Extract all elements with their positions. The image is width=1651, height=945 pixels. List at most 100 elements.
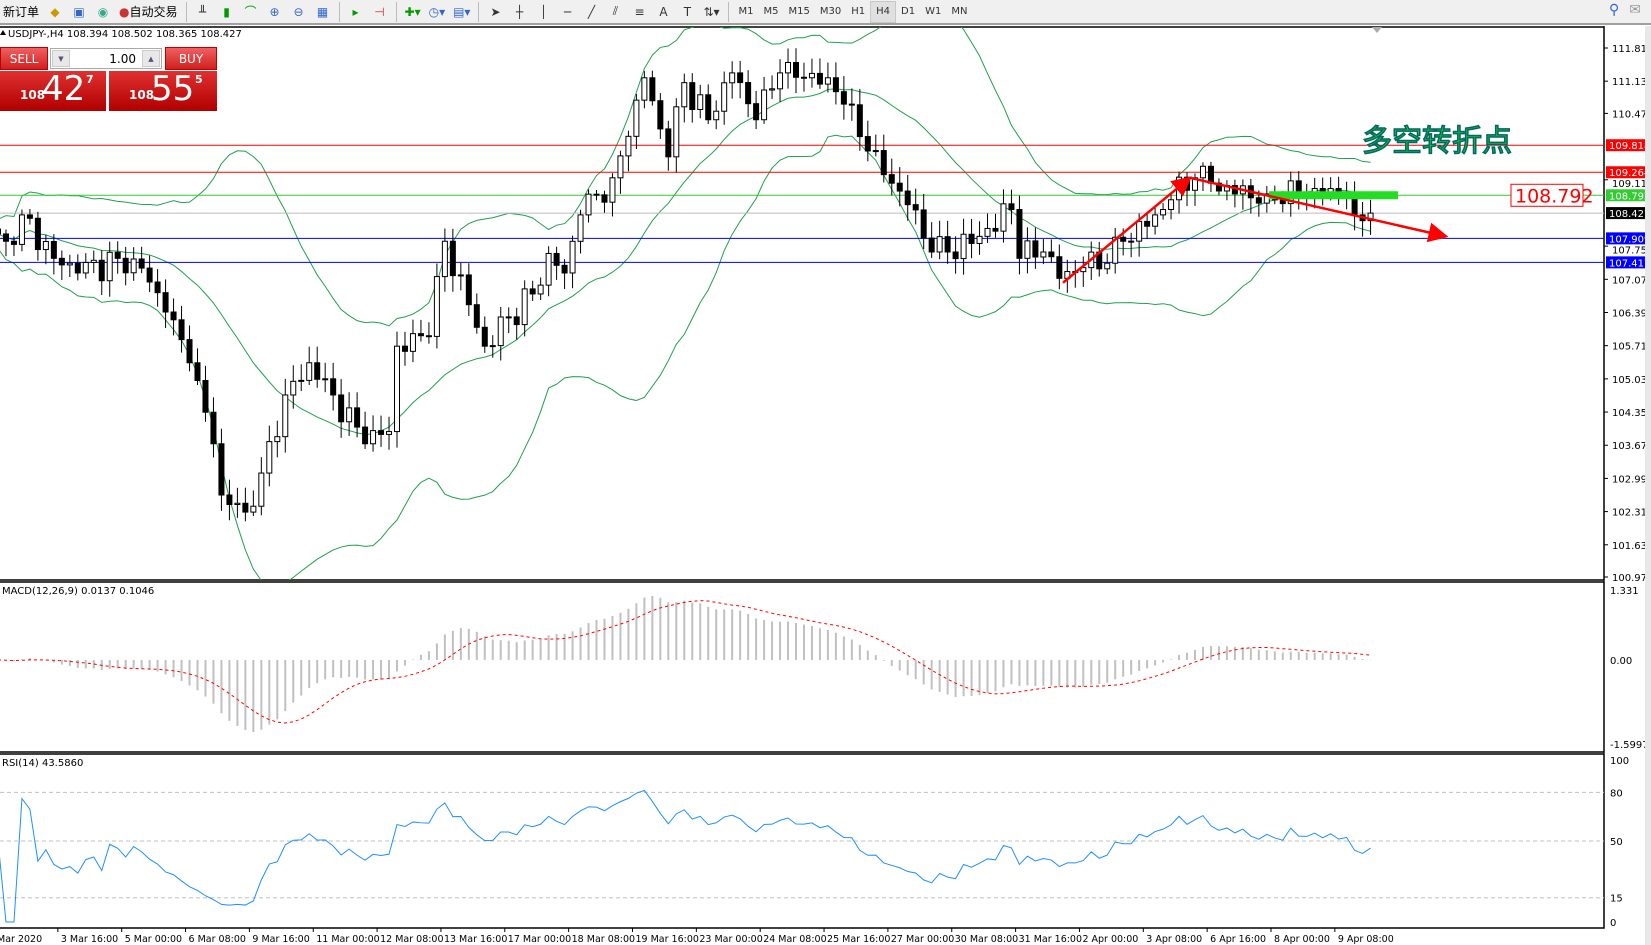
- candle-body: [904, 190, 911, 206]
- trend-arrow-up: [1062, 176, 1192, 284]
- tile-windows-icon[interactable]: ▦: [316, 4, 329, 19]
- candlestick-icon[interactable]: ▮: [223, 4, 230, 19]
- candle-body: [960, 233, 967, 260]
- horizontal-line-icon[interactable]: ─: [563, 4, 572, 19]
- timeframe-m1[interactable]: M1: [738, 6, 754, 17]
- timeframe-m30[interactable]: M30: [819, 6, 842, 17]
- trendline-icon[interactable]: ╱: [587, 4, 596, 19]
- terminal-icon[interactable]: ▣: [73, 4, 85, 19]
- candle-body: [769, 88, 776, 91]
- rsi-tick-label: 80: [1610, 788, 1623, 799]
- lot-increase-button[interactable]: ▲: [142, 50, 160, 67]
- annotation-title: 多空转折点: [1362, 124, 1512, 159]
- zoom-out-icon[interactable]: ⊖: [293, 4, 304, 19]
- time-tick-label: 30 Mar 08:00: [955, 934, 1018, 945]
- right-scrollbar: [1645, 26, 1651, 945]
- candle-body: [824, 77, 831, 85]
- zoom-in-icon[interactable]: ⊕: [269, 4, 280, 19]
- candle-body: [170, 311, 177, 321]
- arrows-icon[interactable]: ⇅▾: [703, 4, 720, 19]
- candle-body: [370, 430, 377, 445]
- candle-body: [1255, 197, 1262, 204]
- candle-body: [777, 72, 784, 90]
- ask-price-button[interactable]: 108 55 5: [109, 69, 217, 111]
- buy-button[interactable]: BUY: [165, 47, 217, 70]
- candle-body: [793, 61, 799, 78]
- text-icon[interactable]: A: [659, 4, 668, 19]
- timeframe-m15[interactable]: M15: [788, 6, 810, 17]
- time-tick-label: 11 Mar 00:00: [316, 934, 379, 945]
- templates-icon[interactable]: ▤▾: [453, 4, 471, 19]
- crosshair-icon[interactable]: ┼: [515, 4, 524, 19]
- candle-body: [386, 431, 393, 435]
- auto-trading-button[interactable]: ● 自动交易: [116, 1, 181, 23]
- candle-body: [721, 82, 728, 112]
- price-level-tag: [1606, 232, 1650, 245]
- chat-icon[interactable]: ✉: [1629, 2, 1641, 18]
- chart-shift-icon[interactable]: ⊣: [374, 4, 385, 19]
- chart-shift-marker: [1372, 27, 1382, 33]
- timeframe-h1[interactable]: H1: [851, 6, 866, 17]
- equidistant-channel-icon[interactable]: ⫽: [612, 4, 619, 18]
- text-label-icon[interactable]: T: [683, 4, 692, 19]
- lot-size-input[interactable]: ▼ 1.00 ▲: [50, 48, 162, 69]
- bid-price-button[interactable]: 108 42 7: [0, 69, 106, 111]
- price-tick-label: 102.310: [1612, 508, 1651, 519]
- price-level-label: 109.264: [1609, 168, 1650, 179]
- candle-body: [154, 281, 161, 294]
- chart-header: USDJPY-,H4 108.394 108.502 108.365 108.4…: [8, 29, 242, 40]
- vertical-line-icon[interactable]: │: [539, 4, 548, 19]
- price-level-tag: [1606, 256, 1650, 269]
- candle-body: [417, 333, 424, 337]
- periods-clock-icon[interactable]: ◷▾: [428, 4, 446, 19]
- chart-area[interactable]: 109.818 109.264 108.792 108.427 107.909 107.4…: [0, 26, 1651, 945]
- candle-body: [521, 288, 528, 326]
- candle-body: [362, 426, 369, 445]
- history-icon[interactable]: ◆: [50, 4, 60, 19]
- candle-body: [290, 380, 297, 396]
- candle-body: [657, 100, 664, 130]
- timeframe-h4[interactable]: H4: [870, 0, 897, 23]
- candle-body: [298, 379, 305, 382]
- fibonacci-icon[interactable]: ≡: [634, 4, 645, 19]
- toolbar: 新订单 ◆ ▣ ◉ ● 自动交易 ╨ ▮ ⌒ ⊕ ⊖ ▦ ▸ ⊣ ✚▾ ◷▾ ▤▾…: [0, 0, 1651, 25]
- price-tick-label: 103.670: [1612, 441, 1651, 452]
- candle-body: [992, 227, 999, 232]
- time-tick-label: 6 Apr 16:00: [1210, 934, 1266, 945]
- candle-body: [34, 217, 41, 251]
- candle-body: [394, 345, 400, 433]
- auto-scroll-icon[interactable]: ▸: [352, 4, 359, 19]
- timeframe-m5[interactable]: M5: [763, 6, 779, 17]
- sell-button[interactable]: SELL: [0, 47, 48, 70]
- indicators-icon[interactable]: ✚▾: [404, 4, 421, 19]
- candle-body: [513, 316, 520, 326]
- timeframe-w1[interactable]: W1: [925, 6, 942, 17]
- price-tick-label: 107.750: [1612, 245, 1651, 256]
- line-chart-icon[interactable]: ⌒: [244, 5, 257, 19]
- candle-body: [481, 326, 488, 347]
- candle-body: [186, 339, 193, 364]
- search-icon[interactable]: ⚲: [1609, 2, 1620, 18]
- lot-decrease-button[interactable]: ▼: [52, 50, 70, 67]
- timeframe-mn[interactable]: MN: [951, 6, 968, 17]
- separator: [478, 1, 480, 22]
- price-tick-label: 104.350: [1612, 408, 1651, 419]
- candle-body: [625, 135, 632, 157]
- candle-body: [489, 345, 496, 348]
- cursor-icon[interactable]: ➤: [490, 4, 501, 19]
- candle-body: [74, 262, 81, 274]
- candle-body: [441, 240, 448, 278]
- price-tick-label: 111.810: [1612, 44, 1651, 55]
- candle-body: [808, 72, 815, 79]
- candle-body: [968, 233, 975, 244]
- timeframe-d1[interactable]: D1: [901, 6, 916, 17]
- candle-body: [713, 110, 720, 121]
- bar-chart-icon[interactable]: ╨: [198, 4, 207, 19]
- signal-icon[interactable]: ◉: [97, 4, 109, 19]
- candle-body: [673, 106, 680, 158]
- candle-body: [1056, 256, 1063, 279]
- candle-body: [1136, 220, 1143, 242]
- candle-body: [497, 316, 504, 347]
- new-order-button[interactable]: 新订单: [3, 5, 40, 19]
- candle-body: [162, 292, 169, 313]
